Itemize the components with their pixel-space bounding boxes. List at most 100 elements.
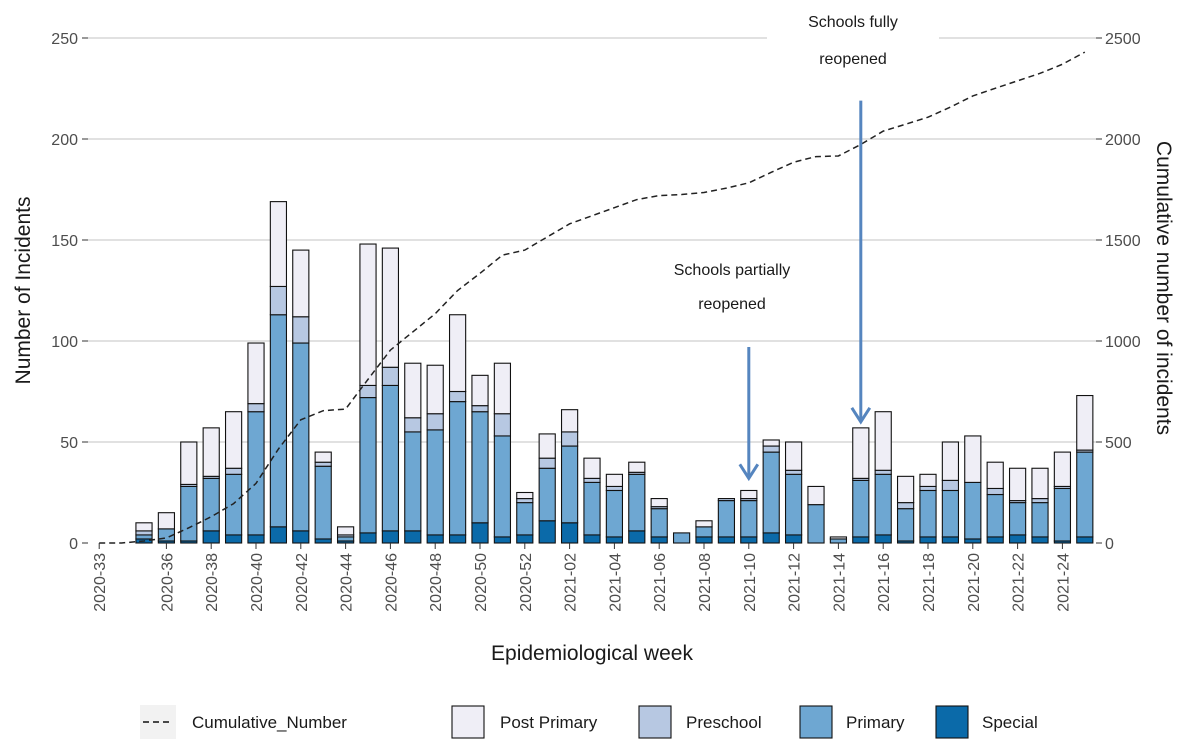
bar-segment [560,431,579,447]
bar-segment [583,477,601,483]
y-tick-label: 150 [51,233,78,250]
x-tick-label: 2021-22 [1011,553,1028,612]
bar-segment [695,520,713,528]
bar-segment [493,413,512,437]
legend-key-box [451,705,485,739]
bar-segment [1076,536,1094,544]
bar-segment [964,538,982,544]
bar-segment [919,489,937,538]
bar-segment [807,504,825,544]
bar-segment [448,314,467,393]
bars [135,201,1094,544]
bar-segment [829,536,848,540]
bar-segment [516,491,534,500]
cumulative-line [99,51,1086,544]
bar-segment [986,493,1004,538]
x-tick-label: 2021-04 [607,553,624,612]
bar-segment [628,530,646,544]
bar-segment [404,530,422,544]
bar-segment [628,461,646,473]
bar-segment [852,479,870,538]
bar-segment [180,441,198,485]
bar-segment [1031,536,1049,544]
bar-segment [1008,467,1027,502]
annotation-text: Schools partially [674,262,791,279]
bar-segment [919,485,937,492]
bar-segment [538,520,556,544]
bar-segment [426,429,444,536]
legend-key-box [935,705,969,739]
bar-segment [874,469,892,475]
x-tick-label: 2020-52 [518,553,535,612]
bar-segment [784,473,803,536]
bar-segment [964,481,982,540]
bar-segment [448,390,467,403]
x-tick-label: 2021-06 [652,553,669,612]
bar-segment [986,487,1004,496]
bar-segment [359,532,377,544]
bar-segment [516,498,534,504]
x-tick-label: 2021-12 [787,553,804,612]
x-tick-label: 2021-24 [1055,553,1072,612]
x-axis-title: Epidemiological week [491,642,693,665]
annotation-arrowhead [850,406,872,425]
bar-segment [493,362,512,415]
bar-segment [762,439,780,447]
legend-key-box [638,705,672,739]
bar-segment [583,534,601,544]
annotation-text: Schools fully [808,14,898,31]
x-tick-label: 2021-10 [742,553,759,612]
bar-segment [919,473,937,487]
bar-segment [426,534,444,544]
y2-axis-title: Cumulative number of incidents [1152,141,1175,435]
legend-key-box [799,705,833,739]
bar-segment [135,522,153,532]
x-tick-label: 2021-20 [966,553,983,612]
legend-label: Preschool [686,713,762,732]
x-tick-label: 2021-18 [921,553,938,612]
x-tick-label: 2020-40 [249,553,266,612]
bar-segment [538,457,556,469]
bar-segment [896,475,915,504]
bar-segment [493,435,512,538]
bar-segment [560,409,579,433]
bar-segment [874,411,892,471]
bar-segment [941,479,960,492]
bar-segment [672,532,691,544]
bar-segment [247,534,265,544]
y2-tick-label: 2500 [1105,31,1141,48]
bar-segment [448,534,467,544]
bar-segment [762,532,780,544]
bar-segment [605,536,624,544]
bar-segment [381,366,400,386]
bar-segment [426,413,444,431]
bar-segment [336,526,355,536]
bar-segment [986,461,1004,490]
bar-segment [381,247,400,368]
bar-segment [202,530,220,544]
bar-segment [224,411,243,469]
bar-segment [224,534,243,544]
bar-segment [314,465,332,540]
bar-segment [807,485,825,506]
bar-segment [516,502,534,536]
bar-segment [538,467,556,522]
bar-segment [448,401,467,536]
x-tick-label: 2020-50 [473,553,490,612]
bar-segment [202,477,220,532]
bar-segment [292,316,310,344]
legend-label: Primary [846,713,905,732]
bar-segment [269,526,288,544]
x-tick-label: 2020-46 [383,553,400,612]
bar-segment [560,522,579,544]
legend-label: Cumulative_Number [192,713,347,732]
bar-segment [605,473,624,487]
x-tick-label: 2020-33 [92,553,109,612]
legend-label: Special [982,713,1038,732]
bar-segment [359,397,377,534]
x-tick-label: 2020-38 [204,553,221,612]
bar-segment [762,445,780,453]
annotation-box [767,3,939,75]
bar-segment [247,342,265,405]
bar-segment [740,500,758,538]
